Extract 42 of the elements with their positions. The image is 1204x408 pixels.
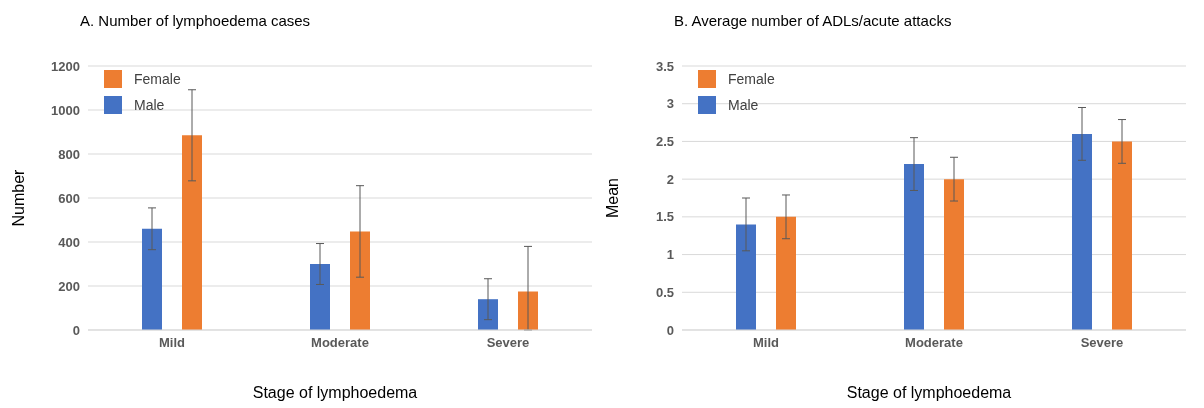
bar — [310, 264, 330, 330]
y-tick-label: 2 — [666, 171, 674, 187]
legend-label: Female — [728, 71, 775, 87]
y-tick-label: 400 — [58, 234, 80, 250]
x-tick-label: Severe — [486, 335, 530, 351]
y-tick-label: 200 — [58, 278, 80, 294]
bar — [142, 228, 162, 330]
y-tick-label: 0 — [666, 322, 674, 338]
x-tick-label: Moderate — [311, 335, 369, 351]
bar — [1072, 133, 1092, 330]
y-tick-label: 1200 — [51, 58, 80, 74]
y-tick-label: 2.5 — [655, 134, 674, 150]
bar — [182, 135, 202, 330]
bar — [736, 224, 756, 330]
y-tick-label: 800 — [58, 146, 80, 162]
y-tick-label: 1 — [666, 247, 674, 263]
bar — [1112, 141, 1132, 330]
x-tick-label: Mild — [753, 335, 780, 351]
y-tick-label: 0.5 — [655, 284, 674, 300]
y-tick-label: 3.5 — [655, 58, 674, 74]
y-tick-label: 3 — [666, 96, 674, 112]
x-tick-label: Moderate — [905, 335, 963, 351]
x-tick-label: Severe — [1080, 335, 1124, 351]
y-tick-label: 600 — [58, 190, 80, 206]
chart-title: A. Number of lymphoedema cases — [80, 12, 312, 31]
y-axis-title: Mean — [603, 177, 621, 219]
x-tick-label: Mild — [159, 335, 186, 351]
x-axis-title: Stage of lymphoedema — [845, 384, 1013, 402]
legend-label: Female — [134, 71, 181, 87]
x-axis-title: Stage of lymphoedema — [251, 384, 419, 402]
y-axis-title: Number — [9, 168, 27, 227]
bar — [478, 299, 498, 330]
bar — [944, 179, 964, 330]
y-tick-label: 1.5 — [655, 209, 674, 225]
bar — [904, 164, 924, 330]
bar — [350, 231, 370, 330]
chart-title: B. Average number of ADLs/acute attacks — [674, 12, 953, 31]
y-tick-label: 0 — [72, 322, 80, 338]
y-tick-label: 1000 — [51, 102, 80, 118]
bar — [776, 216, 796, 330]
legend-label: Male — [134, 97, 165, 113]
legend-label: Male — [728, 97, 759, 113]
